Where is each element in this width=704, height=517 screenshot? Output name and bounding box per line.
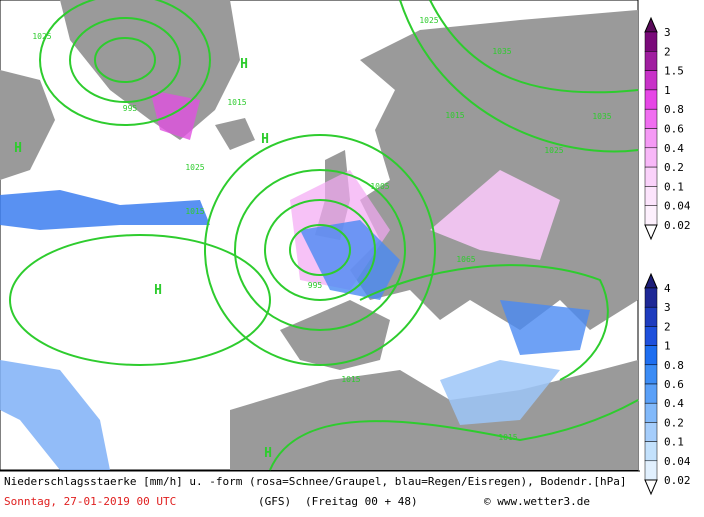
isobar-label: 1015 <box>498 433 517 442</box>
canada <box>0 70 55 180</box>
isobar <box>69 17 181 103</box>
legend-swatch <box>644 441 658 462</box>
isobar-label: 1015 <box>185 207 204 216</box>
isobar-label: 1025 <box>32 32 51 41</box>
isobar-label: 1015 <box>445 111 464 120</box>
caption-date: Sonntag, 27-01-2019 00 UTC <box>4 495 176 508</box>
legend-swatch <box>644 383 658 404</box>
high-marker: H <box>14 141 22 156</box>
iberia <box>280 300 390 370</box>
map: 1025 995 1015 1025 1015 1035 1025 1015 1… <box>0 0 639 471</box>
isobar-label: 1005 <box>370 182 389 191</box>
isobar <box>9 234 271 366</box>
legend-label: 2 <box>664 45 671 58</box>
legend-swatch <box>644 287 658 308</box>
legend-swatch <box>644 108 658 129</box>
rain-area <box>440 360 560 425</box>
europe <box>350 10 638 330</box>
legend-label: 0.8 <box>664 359 684 372</box>
caption-model: (GFS) <box>258 495 291 508</box>
legend-swatch <box>644 31 658 52</box>
isobar <box>359 264 609 381</box>
rain-area <box>500 300 590 355</box>
legend-label: 0.4 <box>664 397 684 410</box>
isobar <box>39 0 211 126</box>
high-markers: H H H H H <box>14 57 272 461</box>
isobar-label: 995 <box>308 281 323 290</box>
legend-label: 2 <box>664 320 671 333</box>
caption-run: (Freitag 00 + 48) <box>305 495 418 508</box>
high-marker: H <box>264 446 272 461</box>
legend-label: 4 <box>664 282 671 295</box>
legend-label: 1 <box>664 340 671 353</box>
isobar-label: 1025 <box>544 146 563 155</box>
isobar-label: 1065 <box>456 255 475 264</box>
legend-label: 0.1 <box>664 180 684 193</box>
legend-label: 0.02 <box>664 219 691 232</box>
legend-label: 0.4 <box>664 142 684 155</box>
legend-swatch <box>644 460 658 481</box>
snow-area <box>150 90 200 140</box>
legend-swatch <box>644 364 658 385</box>
legend-swatch <box>644 422 658 442</box>
isobar <box>204 134 436 366</box>
legend-arrow <box>644 224 658 241</box>
isobar-label: 1015 <box>341 375 360 384</box>
snow-area <box>430 170 560 260</box>
legend-swatch <box>644 186 658 206</box>
rain-area <box>0 360 110 470</box>
legend-label: 1 <box>664 84 671 97</box>
isobar-label: 1015 <box>227 98 246 107</box>
isobar <box>234 169 406 331</box>
isobar <box>264 199 376 301</box>
legend-label: 0.8 <box>664 103 684 116</box>
caption-copyright: © www.wetter3.de <box>484 495 590 508</box>
legend-label: 3 <box>664 26 671 39</box>
caption: Niederschlagsstaerke [mm/h] u. -form (ro… <box>4 475 627 488</box>
legend-label: 0.2 <box>664 416 684 429</box>
legend-label: 0.6 <box>664 123 684 136</box>
isobar-label: 1035 <box>592 112 611 121</box>
isobar-label: 1035 <box>492 47 511 56</box>
isobars <box>9 0 639 471</box>
isobar <box>94 37 156 83</box>
legend-label: 0.04 <box>664 455 691 468</box>
isobar <box>399 0 639 153</box>
legend-label: 3 <box>664 301 671 314</box>
legend-swatch <box>644 89 658 110</box>
legend-swatch <box>644 306 658 327</box>
legend-snow: 3 2 1.5 1 0.8 0.6 0.4 0.2 0.1 0.04 0.02 <box>644 16 691 241</box>
legend-label: 0.04 <box>664 200 691 213</box>
isobar-labels: 1025 995 1015 1025 1015 1035 1025 1015 1… <box>32 16 611 442</box>
isobar <box>269 399 639 471</box>
isobar-label: 1025 <box>185 163 204 172</box>
legend-rain: 4 3 2 1 0.8 0.6 0.4 0.2 0.1 0.04 0.02 <box>644 272 691 496</box>
legend-arrow <box>644 479 658 496</box>
rain-area <box>0 190 210 230</box>
high-marker: H <box>154 283 162 298</box>
legend-swatch <box>644 147 658 168</box>
isobar <box>289 224 351 276</box>
legend-swatch <box>644 205 658 226</box>
isobar-label: 1025 <box>419 16 438 25</box>
legend-label: 0.6 <box>664 378 684 391</box>
legend-swatch <box>644 51 658 71</box>
legend-swatch <box>644 345 658 366</box>
legend-label: 0.02 <box>664 474 691 487</box>
legend-swatch <box>644 166 658 187</box>
legend-swatch <box>644 326 658 346</box>
legend-label: 0.1 <box>664 436 684 449</box>
isobar <box>429 0 639 94</box>
iceland <box>215 118 255 150</box>
isobar-label: 995 <box>123 104 138 113</box>
high-marker: H <box>240 57 248 72</box>
high-marker: H <box>261 132 269 147</box>
legend-label: 1.5 <box>664 65 684 78</box>
legend-swatch <box>644 402 658 423</box>
legend-label: 0.2 <box>664 161 684 174</box>
legend-swatch <box>644 70 658 91</box>
legend-swatch <box>644 128 658 149</box>
